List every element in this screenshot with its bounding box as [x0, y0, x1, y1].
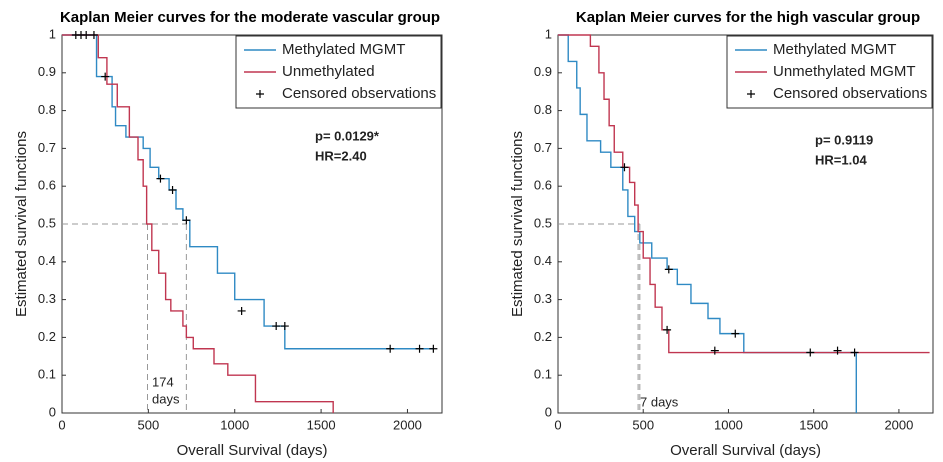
legend-label: Unmethylated MGMT: [773, 63, 916, 80]
annotation: HR=2.40: [315, 148, 367, 163]
x-axis-label: Overall Survival (days): [670, 442, 821, 459]
x-tick-label: 2000: [393, 417, 422, 432]
y-tick-label: 0.8: [38, 102, 56, 117]
censored-marker: [182, 216, 191, 225]
censored-marker: [833, 346, 842, 355]
legend-label: Censored observations: [282, 85, 436, 102]
censored-marker: [237, 306, 246, 315]
y-tick-label: 0.4: [38, 253, 56, 268]
y-tick-label: 0.3: [38, 291, 56, 306]
annotation: days: [152, 391, 180, 406]
y-axis-label: Estimated survival functions: [13, 131, 30, 317]
legend-label: Unmethylated: [282, 63, 375, 80]
censored-marker: [280, 322, 289, 331]
x-tick-label: 500: [632, 417, 654, 432]
survival-curve: [62, 34, 434, 350]
x-tick-label: 2000: [884, 417, 913, 432]
y-tick-label: 0.5: [38, 215, 56, 230]
censored-marker: [620, 163, 629, 172]
y-tick-label: 1: [49, 26, 56, 41]
y-tick-label: 0.7: [534, 140, 552, 155]
censored-marker: [415, 344, 424, 353]
y-tick-label: 0: [545, 404, 552, 419]
legend-swatch: [256, 90, 264, 98]
censored-marker: [429, 344, 438, 353]
y-tick-label: 0.5: [534, 215, 552, 230]
y-tick-label: 0.2: [38, 329, 56, 344]
y-tick-label: 0.4: [534, 253, 552, 268]
x-axis-label: Overall Survival (days): [177, 442, 328, 459]
x-tick-label: 1500: [799, 417, 828, 432]
censored-marker: [168, 185, 177, 194]
y-tick-label: 0.9: [534, 64, 552, 79]
annotation: p= 0.0129*: [315, 128, 380, 143]
x-tick-label: 0: [554, 417, 561, 432]
annotation: 174: [152, 374, 174, 389]
annotation: p= 0.9119: [815, 132, 873, 147]
x-tick-label: 0: [58, 417, 65, 432]
survival-curve: [62, 34, 334, 413]
survival-curve: [558, 34, 930, 354]
censored-marker: [156, 174, 165, 183]
chart-title: Kaplan Meier curves for the high vascula…: [576, 9, 920, 26]
legend-label: Methylated MGMT: [282, 41, 405, 58]
x-tick-label: 1000: [220, 417, 249, 432]
y-tick-label: 0.9: [38, 64, 56, 79]
y-tick-label: 0.1: [38, 367, 56, 382]
censored-marker: [82, 31, 91, 39]
annotation: 7 days: [640, 394, 679, 409]
legend-label: Methylated MGMT: [773, 41, 896, 58]
censored-marker: [664, 265, 673, 274]
y-tick-label: 0.6: [534, 178, 552, 193]
survival-curve: [558, 34, 857, 413]
censored-marker: [731, 329, 740, 338]
censored-marker: [89, 31, 98, 39]
y-tick-label: 0.3: [534, 291, 552, 306]
x-tick-label: 1000: [714, 417, 743, 432]
censored-marker: [710, 346, 719, 355]
annotation: HR=1.04: [815, 152, 867, 167]
y-tick-label: 0.2: [534, 329, 552, 344]
legend-label: Censored observations: [773, 85, 927, 102]
y-tick-label: 1: [545, 26, 552, 41]
chart-title: Kaplan Meier curves for the moderate vas…: [60, 9, 440, 26]
censored-marker: [386, 344, 395, 353]
y-axis-label: Estimated survival functions: [509, 131, 526, 317]
y-tick-label: 0.1: [534, 367, 552, 382]
x-tick-label: 500: [138, 417, 160, 432]
legend-swatch: [747, 90, 755, 98]
censored-marker: [850, 348, 859, 357]
censored-marker: [272, 322, 281, 331]
x-tick-label: 1500: [307, 417, 336, 432]
censored-marker: [663, 325, 672, 334]
y-tick-label: 0.6: [38, 178, 56, 193]
censored-marker: [806, 348, 815, 357]
y-tick-label: 0: [49, 404, 56, 419]
y-tick-label: 0.7: [38, 140, 56, 155]
y-tick-label: 0.8: [534, 102, 552, 117]
censored-marker: [101, 72, 110, 81]
